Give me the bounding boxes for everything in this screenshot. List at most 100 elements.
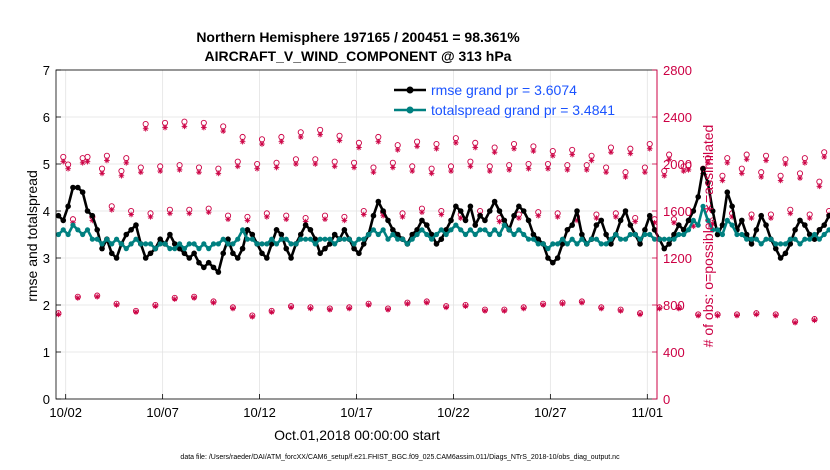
obs-assimilated-point bbox=[613, 214, 619, 220]
obs-possible-point bbox=[142, 121, 149, 128]
spread-point bbox=[608, 236, 614, 242]
obs-assimilated-point bbox=[661, 172, 668, 179]
obs-assimilated-point bbox=[472, 144, 479, 151]
spread-point bbox=[685, 227, 692, 233]
rmse-point bbox=[259, 250, 265, 257]
obs-assim-stroke bbox=[453, 140, 459, 146]
obs-assimilated-point bbox=[428, 170, 435, 177]
obs-assimilated-point bbox=[695, 312, 701, 319]
rmse-point bbox=[201, 264, 207, 271]
rmse-point bbox=[797, 217, 803, 224]
obs-assim-stroke bbox=[715, 313, 720, 318]
spread-point bbox=[724, 217, 730, 223]
rmse-point bbox=[535, 236, 542, 242]
x-tick-label: 10/02 bbox=[49, 405, 82, 420]
spread-point bbox=[487, 231, 493, 238]
spread-point bbox=[807, 236, 813, 242]
obs-possible-point bbox=[588, 152, 595, 159]
obs-assim-stroke bbox=[778, 178, 783, 183]
spread-point bbox=[574, 241, 580, 247]
obs-assim-stroke bbox=[720, 178, 725, 183]
obs-possible-point bbox=[331, 158, 338, 165]
obs-assimilated-point bbox=[593, 215, 600, 221]
obs-assimilated-point bbox=[564, 167, 571, 173]
right-tick-label: 2400 bbox=[663, 110, 692, 125]
spread-point bbox=[695, 222, 701, 228]
right-tick-label: 400 bbox=[663, 345, 685, 360]
obs-assimilated-point bbox=[201, 124, 207, 131]
spread-point bbox=[501, 222, 507, 228]
obs-assim-stroke bbox=[637, 312, 643, 317]
obs-assimilated-point bbox=[341, 217, 348, 224]
x-axis: 10/02 10/07 10/12 10/17 10/22 10/27 11/01 bbox=[49, 394, 663, 420]
obs-assim-stroke bbox=[783, 161, 788, 167]
rmse-point bbox=[777, 255, 784, 261]
obs-assimilated-point bbox=[583, 167, 590, 173]
spread-point bbox=[598, 241, 604, 247]
obs-assim-stroke bbox=[691, 223, 696, 229]
obs-assimilated-point bbox=[423, 299, 430, 306]
obs-assimilated-point bbox=[748, 215, 755, 221]
spread-point bbox=[656, 236, 663, 242]
spread-point bbox=[521, 231, 527, 238]
obs-assimilated-point bbox=[467, 163, 474, 170]
spread-point bbox=[705, 217, 711, 223]
rmse-point bbox=[108, 250, 115, 257]
left-axis-label: rmse and totalspread bbox=[24, 170, 40, 302]
obs-assim-stroke bbox=[584, 167, 589, 173]
obs-assimilated-point bbox=[588, 157, 595, 164]
obs-assimilated-point bbox=[821, 154, 828, 160]
spread-point bbox=[361, 236, 367, 242]
spread-point bbox=[530, 236, 537, 242]
rmse-point bbox=[811, 236, 818, 242]
obs-possible-point bbox=[569, 146, 576, 153]
obs-possible-point bbox=[491, 144, 498, 151]
rmse-point bbox=[491, 198, 498, 205]
obs-assim-stroke bbox=[768, 215, 774, 221]
obs-assimilated-point bbox=[642, 169, 648, 176]
obs-assim-stroke bbox=[725, 160, 730, 166]
rmse-point bbox=[554, 255, 561, 261]
obs-assimilated-point bbox=[632, 218, 638, 225]
spread-point bbox=[215, 241, 221, 247]
obs-assimilated-point bbox=[55, 311, 62, 318]
rmse-point bbox=[709, 208, 716, 214]
rmse-point bbox=[433, 241, 440, 247]
obs-assimilated-point bbox=[404, 301, 411, 307]
obs-possible-point bbox=[79, 155, 86, 162]
obs-assim-stroke bbox=[657, 306, 662, 311]
spread-point bbox=[681, 231, 687, 238]
obs-assim-stroke bbox=[288, 305, 294, 310]
obs-assim-stroke bbox=[114, 302, 119, 308]
spread-point bbox=[797, 241, 803, 247]
rmse-point bbox=[70, 184, 76, 191]
obs-assim-stroke bbox=[497, 219, 502, 224]
obs-assimilated-point bbox=[646, 145, 653, 152]
rmse-point bbox=[666, 241, 672, 247]
spread-point bbox=[336, 236, 343, 242]
spread-point bbox=[196, 246, 202, 252]
obs-assim-stroke bbox=[230, 306, 236, 311]
line-layer bbox=[55, 165, 830, 275]
rmse-point bbox=[748, 241, 755, 247]
x-tick-label: 10/27 bbox=[534, 405, 567, 420]
obs-assim-stroke bbox=[216, 171, 221, 176]
obs-assim-stroke bbox=[734, 313, 740, 318]
rmse-point bbox=[268, 241, 275, 247]
spread-point bbox=[395, 236, 401, 242]
spread-point bbox=[516, 227, 522, 233]
obs-assimilated-point bbox=[123, 160, 130, 166]
spread-point bbox=[748, 236, 755, 242]
obs-assimilated-point bbox=[622, 174, 629, 180]
rmse-point bbox=[486, 208, 493, 214]
obs-assimilated-point bbox=[138, 169, 144, 176]
obs-possible-point bbox=[215, 165, 222, 172]
rmse-point bbox=[210, 264, 217, 271]
rmse-point bbox=[370, 212, 377, 219]
spread-point bbox=[671, 236, 677, 242]
obs-possible-point bbox=[627, 145, 634, 152]
spread-point bbox=[172, 246, 178, 252]
obs-assimilated-point bbox=[312, 161, 319, 167]
obs-assim-stroke bbox=[419, 209, 425, 215]
obs-assim-stroke bbox=[618, 308, 623, 314]
